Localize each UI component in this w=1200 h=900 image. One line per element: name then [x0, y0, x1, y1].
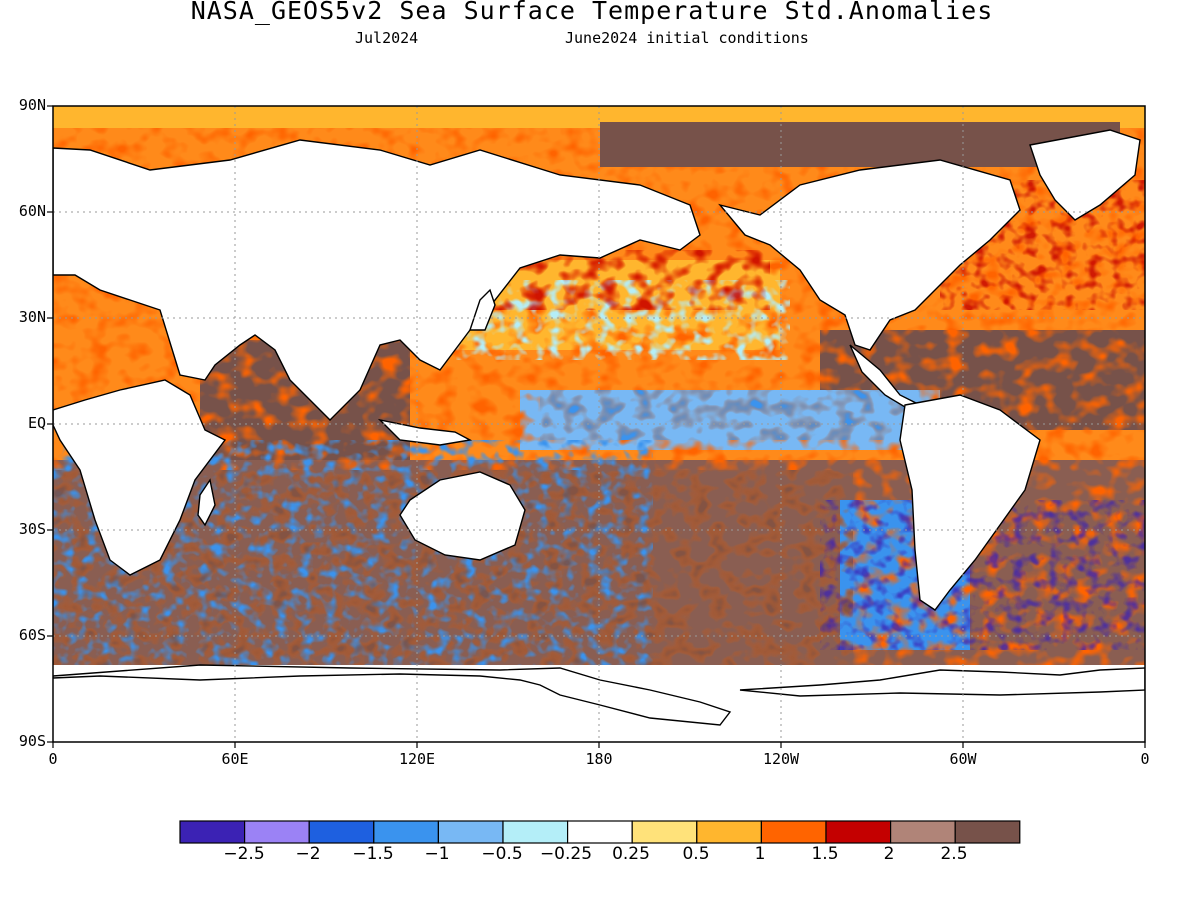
colorbar-label: −1: [424, 844, 450, 864]
colorbar-swatch: [566, 820, 633, 844]
land-eurasia: [53, 139, 701, 421]
lat-label-30n: 30N: [18, 308, 46, 326]
lon-label-120w: 120W: [762, 750, 800, 768]
colorbar-swatch: [373, 820, 439, 844]
colorbar-swatch: [696, 820, 762, 844]
colorbar-swatch: [825, 820, 892, 844]
forecast-month: Jul2024: [355, 29, 419, 47]
colorbar-swatch: [244, 820, 310, 844]
axis-ticks: [47, 105, 1146, 748]
lat-label-90n: 90N: [18, 96, 46, 114]
land-japan: [469, 288, 496, 331]
colorbar-label: −2: [295, 844, 321, 864]
colorbar-label: 0.5: [682, 844, 710, 864]
colorbar-swatch: [760, 820, 827, 844]
lon-label-60e: 60E: [221, 750, 249, 768]
colorbar-swatch: [954, 820, 1021, 844]
land-north-america: [718, 159, 1021, 351]
land-antarctica: [53, 664, 732, 726]
lon-label-60w: 60W: [949, 750, 977, 768]
lon-label-120e: 120E: [398, 750, 436, 768]
lat-label-eq: EQ: [27, 414, 46, 432]
land-greenland: [1029, 129, 1141, 221]
graticule: [53, 106, 1145, 742]
lat-label-30s: 30S: [18, 520, 46, 538]
colorbar-label: −0.25: [539, 844, 593, 864]
colorbar-swatch: [502, 820, 569, 844]
initial-conditions: June2024 initial conditions: [565, 29, 809, 47]
colorbar-label: 1: [754, 844, 766, 864]
colorbar-label: −0.5: [481, 844, 523, 864]
colorbar-label: 2.5: [940, 844, 968, 864]
land-africa: [53, 379, 227, 576]
colorbar-label: 2: [883, 844, 895, 864]
lon-label-0-east: 0: [1140, 750, 1150, 768]
colorbar-label: 0.25: [612, 844, 650, 864]
land-antarctica-west: [739, 667, 1145, 697]
lat-label-60s: 60S: [18, 626, 46, 644]
lon-label-180: 180: [585, 750, 613, 768]
land-madagascar: [197, 478, 216, 527]
colorbar-swatch: [437, 820, 504, 844]
colorbar-swatch: [308, 820, 375, 844]
land-masses: [53, 129, 1145, 726]
lat-label-60n: 60N: [18, 202, 46, 220]
lat-label-90s: 90S: [18, 732, 46, 750]
colorbar-label: −2.5: [223, 844, 265, 864]
lon-label-0: 0: [48, 750, 58, 768]
colorbar-label: −1.5: [352, 844, 394, 864]
colorbar: [179, 820, 1021, 844]
colorbar-swatch: [631, 820, 698, 844]
colorbar-swatch: [179, 820, 246, 844]
map-title: NASA_GEOS5v2 Sea Surface Temperature Std…: [190, 0, 994, 25]
land-australia: [399, 471, 526, 561]
colorbar-swatch: [889, 820, 956, 844]
colorbar-label: 1.5: [811, 844, 839, 864]
land-indonesia: [377, 418, 473, 446]
